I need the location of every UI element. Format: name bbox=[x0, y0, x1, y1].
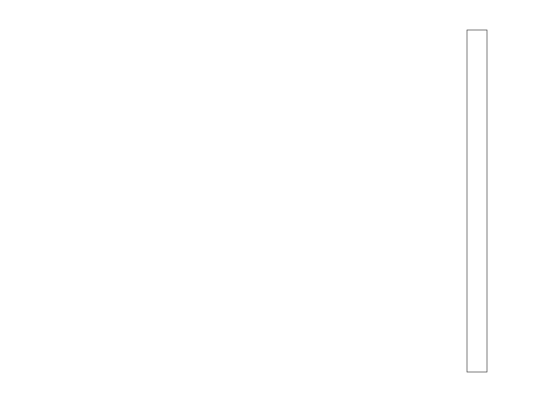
colorbar bbox=[466, 29, 488, 373]
